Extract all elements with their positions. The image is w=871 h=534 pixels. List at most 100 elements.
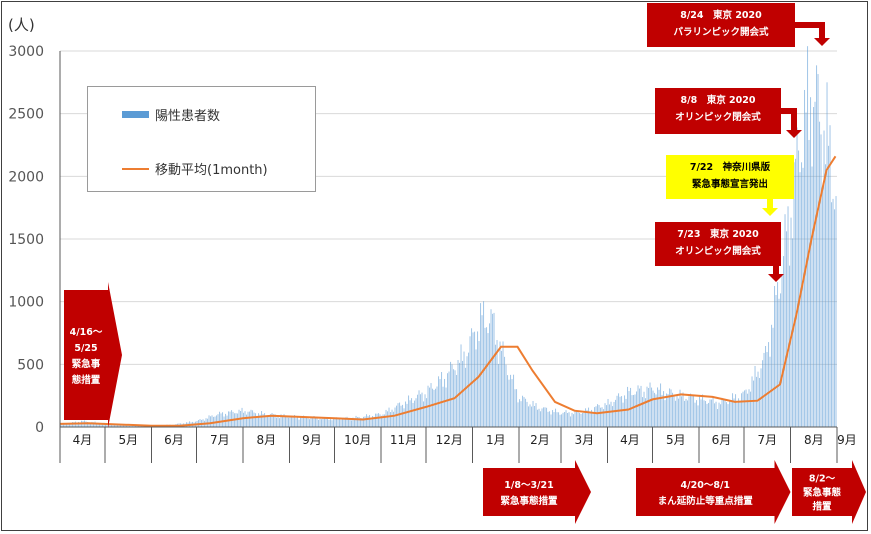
daily-bar [496, 340, 498, 427]
daily-bar [486, 327, 488, 427]
daily-bar [693, 395, 695, 427]
daily-bar [291, 415, 293, 427]
daily-bar [627, 386, 629, 427]
callout-box-cb1 [647, 3, 795, 47]
daily-bar [415, 398, 417, 427]
daily-bar [777, 282, 779, 427]
daily-bar [268, 415, 270, 427]
daily-bar [613, 402, 615, 427]
daily-bar [567, 413, 569, 427]
daily-bar [280, 414, 282, 427]
daily-bar [249, 411, 251, 427]
daily-bar [730, 400, 732, 427]
callout-label: 7/22 神奈川県版 [690, 161, 771, 173]
daily-bar [790, 217, 792, 427]
bar-series [60, 46, 837, 428]
daily-bar [706, 403, 708, 427]
daily-bar [409, 400, 411, 427]
daily-bar [66, 424, 68, 427]
daily-bar [589, 412, 591, 427]
daily-bar [276, 417, 278, 427]
x-tick-label: 11月 [390, 433, 417, 447]
daily-bar [711, 399, 713, 427]
daily-bar [396, 405, 398, 427]
x-tick-label: 1月 [486, 433, 506, 447]
daily-bar [744, 390, 746, 427]
daily-bar [612, 406, 614, 427]
daily-bar [826, 82, 828, 427]
daily-bar [520, 401, 522, 427]
daily-bar [307, 418, 309, 427]
daily-bar [811, 166, 813, 427]
daily-bar [298, 419, 300, 427]
moving-average-line [59, 155, 837, 427]
daily-bar [528, 406, 530, 427]
x-tick-label: 4月 [73, 433, 93, 447]
daily-bar [561, 414, 563, 427]
daily-bar [270, 414, 272, 427]
daily-bar [417, 394, 419, 427]
daily-bar [714, 403, 716, 427]
daily-bar [316, 417, 318, 427]
daily-bar [384, 414, 386, 427]
daily-bar [483, 301, 485, 427]
arrow-label: まん延防止等重点措置 [658, 495, 754, 507]
legend: 陽性患者数 移動平均(1month) [87, 86, 316, 192]
daily-bar [732, 393, 734, 427]
daily-bar [579, 412, 581, 427]
daily-bar [402, 404, 404, 427]
y-tick-label: 500 [17, 357, 44, 373]
daily-bar [819, 121, 821, 427]
daily-bar [787, 206, 789, 427]
daily-bar [310, 417, 312, 427]
daily-bar [601, 407, 603, 427]
daily-bar [705, 400, 707, 427]
moving-average-series [59, 155, 837, 427]
daily-bar [636, 391, 638, 427]
daily-bar [684, 400, 686, 427]
daily-bar [702, 394, 704, 427]
daily-bar [136, 425, 138, 427]
arrow-em2 [483, 460, 591, 524]
daily-bar [562, 412, 564, 427]
daily-bar [442, 386, 444, 427]
daily-bar [646, 386, 648, 427]
daily-bar [555, 408, 557, 427]
daily-bar [286, 416, 288, 427]
daily-bar [73, 422, 75, 427]
daily-bar [334, 418, 336, 427]
daily-bar [391, 409, 393, 427]
daily-bar [285, 416, 287, 427]
daily-bar [259, 414, 261, 427]
daily-bar [541, 408, 543, 427]
arrow-label: 態措置 [72, 374, 101, 386]
daily-bar [318, 419, 320, 427]
daily-bar [717, 409, 719, 427]
daily-bar [798, 150, 800, 427]
daily-bar [99, 423, 101, 427]
daily-bar [499, 341, 501, 427]
daily-bar [319, 418, 321, 427]
daily-bar [69, 423, 71, 427]
x-tick-label: 7月 [210, 433, 230, 447]
arrow-label: 5/25 [74, 343, 97, 354]
daily-bar [478, 341, 480, 427]
daily-bar [585, 408, 587, 427]
daily-bar [403, 408, 405, 427]
daily-bar [109, 424, 111, 427]
daily-bar [621, 396, 623, 427]
daily-bar [390, 412, 392, 427]
daily-bar [336, 417, 338, 427]
daily-bar [724, 399, 726, 427]
daily-bar [255, 413, 257, 427]
daily-bar [88, 422, 90, 427]
daily-bar [558, 412, 560, 427]
daily-bar [733, 398, 735, 427]
daily-bar [699, 396, 701, 427]
daily-bar [91, 421, 93, 427]
daily-bar [771, 324, 773, 427]
daily-bar [475, 349, 477, 427]
daily-bar [832, 198, 834, 427]
daily-bar [534, 406, 536, 427]
daily-bar [435, 388, 437, 427]
